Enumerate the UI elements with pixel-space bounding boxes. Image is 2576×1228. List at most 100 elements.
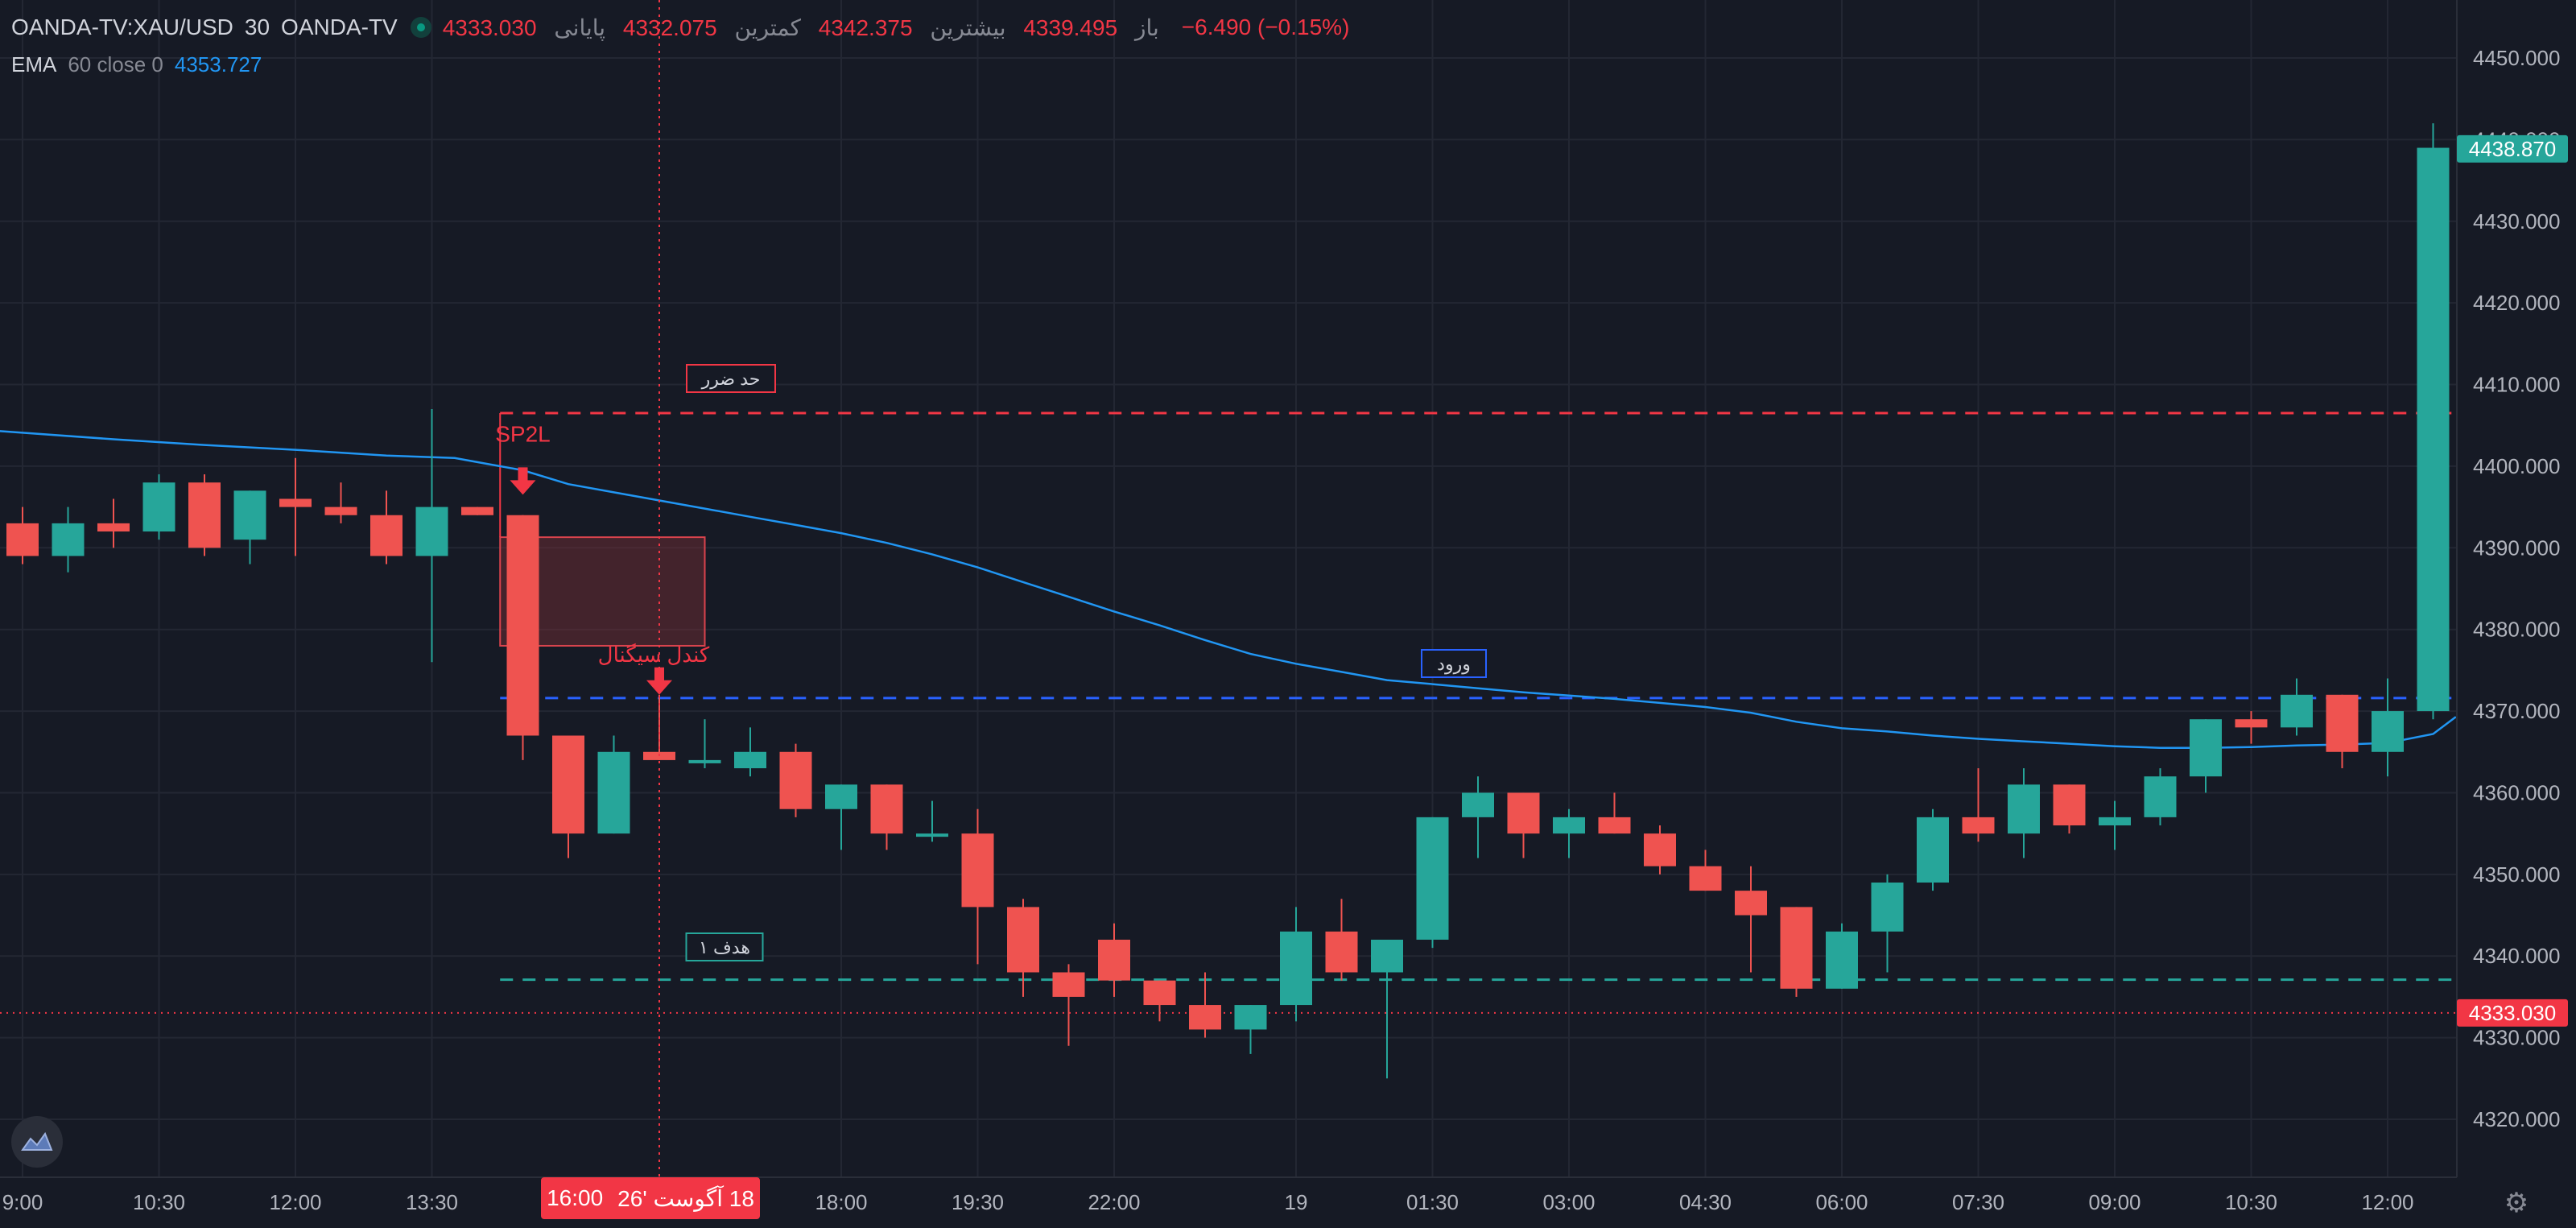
candle-body [1325, 931, 1358, 973]
sp2l-label: SP2L [495, 422, 551, 447]
ohlc-readout: باز 4339.495 بیشترین 4342.375 کمترین 433… [443, 14, 1170, 41]
candle-body [688, 759, 721, 763]
low-value: 4332.075 [622, 14, 717, 40]
candle-body [1507, 792, 1540, 834]
candle-body [2053, 784, 2086, 826]
candle-body [1416, 817, 1449, 940]
level-lines-layer [0, 411, 2457, 1014]
crosshair-time-value: 16:00 [547, 1185, 604, 1210]
price-tick-label: 4420.000 [2473, 291, 2560, 315]
price-tick-label: 4350.000 [2473, 862, 2560, 887]
source-label: OANDA-TV [281, 14, 398, 39]
last-candle-price-tag-bg [2457, 134, 2568, 163]
symbol-name[interactable]: OANDA-TV:XAU/USD [11, 14, 233, 39]
candle-body [1553, 817, 1585, 834]
open-value: 4339.495 [1023, 14, 1118, 40]
time-tick-label: 10:30 [133, 1190, 185, 1214]
current-price-tag-bg [2457, 999, 2568, 1027]
time-tick-label: 09:00 [2088, 1190, 2140, 1214]
candle-body [142, 482, 175, 532]
annotations-layer: SP2L حد ضرر ورود هدف ۱ کندل سیگنال [495, 364, 1487, 961]
entry-label: ورود [1437, 654, 1471, 675]
candle-body [2372, 711, 2404, 752]
candle-body [961, 833, 994, 908]
candle-body [1826, 931, 1858, 989]
candle-body [370, 515, 402, 556]
settings-gear-icon[interactable]: ⚙ [2504, 1188, 2529, 1218]
time-tick-label: 22:00 [1088, 1190, 1140, 1214]
price-tick-label: 4370.000 [2473, 699, 2560, 723]
indicator-name[interactable]: EMA [11, 52, 57, 76]
interval-label[interactable]: 30 [244, 14, 270, 39]
candle-body [6, 523, 39, 556]
close-value: 4333.030 [442, 14, 537, 40]
candle-body [1598, 817, 1631, 834]
ema-60-line [0, 430, 2457, 749]
low-label: کمترین [734, 14, 801, 40]
stop-loss-label-box [686, 364, 776, 393]
price-tick-label: 4320.000 [2473, 1107, 2560, 1131]
sp2l-arrow-icon [510, 467, 536, 495]
high-label: بیشترین [930, 14, 1006, 40]
price-tick-label: 4410.000 [2473, 373, 2560, 397]
indicator-params: 60 close 0 [68, 52, 163, 76]
candle-body [870, 784, 903, 834]
price-tick-label: 4390.000 [2473, 535, 2560, 560]
candle-body [2326, 694, 2359, 752]
price-tags-layer: 4438.870 4333.030 [2457, 134, 2568, 1027]
candle-body [1917, 817, 1949, 883]
candle-body [1462, 792, 1494, 817]
candle-body [1189, 1005, 1221, 1030]
candle-body [2235, 719, 2268, 728]
candles-layer [6, 123, 2450, 1079]
candle-body [2099, 817, 2131, 826]
candle-body [2281, 694, 2313, 728]
target-label-box [685, 932, 764, 961]
candle-body [52, 523, 85, 556]
candle-body [1234, 1005, 1267, 1030]
candle-body [188, 482, 221, 548]
candle-body [1735, 891, 1767, 916]
tradingview-logo-icon[interactable] [11, 1116, 63, 1168]
price-tick-label: 4340.000 [2473, 944, 2560, 968]
price-axis: 4320.000 4330.000 4340.000 4350.000 4360.000… [2473, 46, 2560, 1131]
candle-body [461, 506, 493, 515]
time-tick-label: 06:00 [1815, 1190, 1868, 1214]
candle-body [279, 498, 312, 507]
high-value: 4342.375 [818, 14, 913, 40]
time-tick-label: 19:30 [952, 1190, 1004, 1214]
candle-body [1143, 980, 1176, 1006]
price-tick-label: 4330.000 [2473, 1026, 2560, 1050]
candle-body [324, 506, 357, 515]
candle-body [2190, 719, 2222, 777]
candle-body [1098, 939, 1130, 981]
time-axis: 9:00 10:30 12:00 13:30 18:00 19:30 22:00 19 01:3… [2, 1190, 2414, 1214]
time-tick-label: 12:00 [2361, 1190, 2413, 1214]
entry-label-box [1421, 649, 1487, 678]
target-label: هدف ۱ [699, 937, 750, 957]
change-value: −6.490 (−0.15%) [1181, 14, 1350, 39]
candle-body [916, 833, 948, 837]
candle-body [2417, 147, 2450, 712]
candle-body [1644, 833, 1676, 866]
price-tick-label: 4430.000 [2473, 209, 2560, 234]
price-tick-label: 4380.000 [2473, 618, 2560, 642]
candle-body [506, 515, 539, 736]
candle-body [734, 751, 766, 769]
time-tick-label: 18:00 [815, 1190, 867, 1214]
candle-body [1689, 866, 1722, 891]
candle-body [779, 751, 812, 809]
close-label: پایانی [554, 14, 606, 40]
time-tick-label: 04:30 [1679, 1190, 1732, 1214]
open-label: باز [1134, 14, 1159, 40]
candle-body [2008, 784, 2040, 834]
time-tick-label: 07:30 [1952, 1190, 2004, 1214]
indicator-legend[interactable]: EMA 60 close 0 4353.727 [11, 48, 273, 81]
symbol-legend[interactable]: OANDA-TV:XAU/USD 30 OANDA-TV باز 4339.49… [11, 11, 1360, 43]
current-price-tag: 4333.030 [2469, 1001, 2556, 1025]
markers-layer [510, 467, 672, 695]
indicator-value: 4353.727 [174, 52, 262, 76]
candle-body [597, 751, 630, 834]
